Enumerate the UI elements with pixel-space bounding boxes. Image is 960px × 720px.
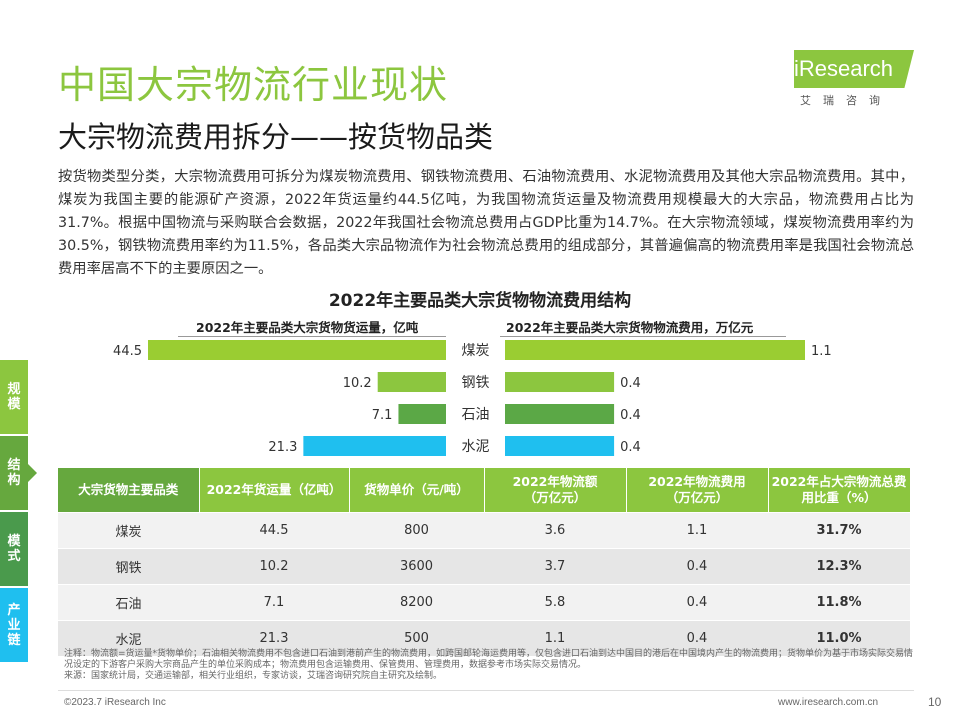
bar-freight-volume xyxy=(303,436,446,456)
table-cell: 44.5 xyxy=(199,512,349,549)
table-cell: 12.3% xyxy=(768,548,910,585)
bar-logistics-cost xyxy=(505,404,615,424)
left-series-title: 2022年主要品类大宗货物货运量，亿吨 xyxy=(196,320,419,335)
table-cell: 0.4 xyxy=(626,548,768,585)
table-cell: 煤炭 xyxy=(58,512,199,549)
table-cell: 31.7% xyxy=(768,512,910,549)
butterfly-bar-chart: 44.5 1.1 煤炭 10.2 0.4 钢铁 7.1 0.4 石油 21.3 0.4 水泥 xyxy=(113,340,832,456)
chart-title: 2022年主要品类大宗货物物流费用结构 xyxy=(328,291,632,311)
footnote: 注释：物流额=货运量*货物单价；石油相关物流费用不包含进口石油到港前产生的物流费… xyxy=(64,649,914,681)
intro-paragraph: 按货物类型分类，大宗物流费用可拆分为煤炭物流费用、钢铁物流费用、石油物流费用、水… xyxy=(58,166,914,281)
logo-brand: iResearch xyxy=(794,56,894,81)
right-title-underline xyxy=(500,336,786,337)
sidebar-tab[interactable]: 产业链 xyxy=(0,588,28,662)
table-row: 煤炭 44.5 800 3.6 1.1 31.7% xyxy=(58,512,910,549)
category-label: 水泥 xyxy=(462,439,490,455)
table-cell: 1.1 xyxy=(626,512,768,549)
table-cell: 3.6 xyxy=(484,512,626,549)
bar-label-right: 0.4 xyxy=(620,376,641,391)
table-cell: 500 xyxy=(349,620,484,656)
category-label: 煤炭 xyxy=(462,343,490,359)
bar-label-left: 21.3 xyxy=(268,440,297,455)
bar-logistics-cost xyxy=(505,436,615,456)
logo-subtitle: 艾瑞咨询 xyxy=(800,94,892,107)
table-header: 2022年物流费用 （万亿元） xyxy=(626,468,769,513)
table-cell: 3.7 xyxy=(484,548,626,585)
table-cell: 11.8% xyxy=(768,584,910,621)
table-header: 2022年物流额 （万亿元） xyxy=(484,468,627,513)
table-header-row: 大宗货物主要品类 2022年货运量（亿吨） 货物单价（元/吨） 2022年物流额… xyxy=(58,468,911,513)
sidebar-tab-label: 结构 xyxy=(7,458,21,488)
table-cell: 水泥 xyxy=(58,620,199,656)
bar-freight-volume xyxy=(148,340,446,360)
table-cell: 11.0% xyxy=(768,620,910,656)
table-cell: 0.4 xyxy=(626,620,768,656)
table-cell: 0.4 xyxy=(626,584,768,621)
intro-text: 按货物类型分类，大宗物流费用可拆分为煤炭物流费用、钢铁物流费用、石油物流费用、水… xyxy=(58,169,914,277)
bar-label-right: 0.4 xyxy=(620,440,641,455)
table-cell: 钢铁 xyxy=(58,548,199,585)
table-cell: 8200 xyxy=(349,584,484,621)
bar-label-right: 1.1 xyxy=(811,344,832,359)
sidebar-tab-label: 产业链 xyxy=(7,602,21,648)
bar-logistics-cost xyxy=(505,372,615,392)
table-header: 货物单价（元/吨） xyxy=(349,468,485,513)
sidebar-tab[interactable]: 规模 xyxy=(0,360,28,434)
table-header: 2022年货运量（亿吨） xyxy=(199,468,350,513)
iresearch-logo: iResearch 艾瑞咨询 xyxy=(790,50,918,108)
bar-label-right: 0.4 xyxy=(620,408,641,423)
data-table: 大宗货物主要品类 2022年货运量（亿吨） 货物单价（元/吨） 2022年物流额… xyxy=(58,468,911,656)
table-cell: 7.1 xyxy=(199,584,349,621)
sidebar-tab[interactable]: 结构 xyxy=(0,436,28,510)
bar-label-left: 7.1 xyxy=(372,408,393,423)
copyright: ©2023.7 iResearch Inc xyxy=(64,697,166,708)
bar-freight-volume xyxy=(377,372,446,392)
page-title: 中国大宗物流行业现状 xyxy=(58,63,449,107)
table-cell: 5.8 xyxy=(484,584,626,621)
active-tab-arrow xyxy=(28,464,37,482)
table-row: 石油 7.1 8200 5.8 0.4 11.8% xyxy=(58,584,910,621)
table-cell: 10.2 xyxy=(199,548,349,585)
table-cell: 800 xyxy=(349,512,484,549)
page-subtitle: 大宗物流费用拆分——按货物品类 xyxy=(58,120,494,154)
bar-freight-volume xyxy=(398,404,446,424)
table-cell: 3600 xyxy=(349,548,484,585)
footer-divider xyxy=(58,690,914,691)
website-link[interactable]: www.iresearch.com.cn xyxy=(778,697,879,708)
sidebar-tab-label: 规模 xyxy=(7,382,21,412)
bar-label-left: 10.2 xyxy=(343,376,372,391)
table-header: 大宗货物主要品类 xyxy=(58,468,200,513)
sidebar-tab-label: 模式 xyxy=(7,534,21,564)
table-cell: 1.1 xyxy=(484,620,626,656)
sidebar-tab[interactable]: 模式 xyxy=(0,512,28,586)
right-series-title: 2022年主要品类大宗货物物流费用，万亿元 xyxy=(506,320,754,335)
bar-logistics-cost xyxy=(505,340,805,360)
page-number: 10 xyxy=(928,695,942,709)
table-header: 2022年占大宗物流总费用比重（%） xyxy=(768,468,911,513)
table-cell: 21.3 xyxy=(199,620,349,656)
bar-label-left: 44.5 xyxy=(113,344,142,359)
category-label: 钢铁 xyxy=(462,375,490,391)
table-row: 钢铁 10.2 3600 3.7 0.4 12.3% xyxy=(58,548,910,585)
table-row: 水泥 21.3 500 1.1 0.4 11.0% xyxy=(58,620,910,656)
table-cell: 石油 xyxy=(58,584,199,621)
left-title-underline xyxy=(178,336,446,337)
category-label: 石油 xyxy=(462,407,490,423)
